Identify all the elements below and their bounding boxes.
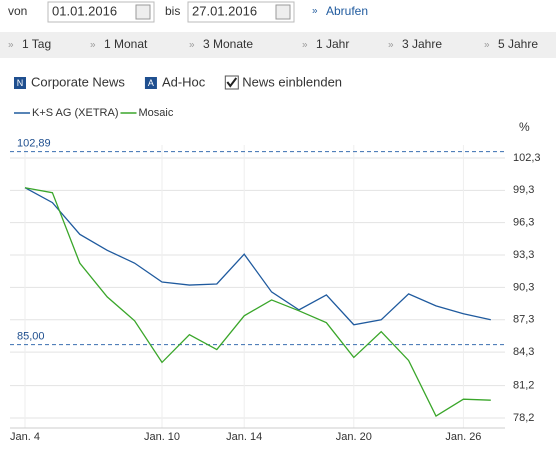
range-button[interactable]: 5 Jahre: [498, 37, 538, 51]
from-label: von: [8, 4, 27, 18]
to-input[interactable]: [187, 1, 295, 23]
range-button[interactable]: 1 Tag: [22, 37, 51, 51]
range-arrow: »: [90, 40, 96, 51]
news-icon-letter: N: [17, 78, 24, 88]
range-button[interactable]: 1 Monat: [104, 37, 148, 51]
range-button[interactable]: 3 Monate: [203, 37, 253, 51]
y-tick-label: 81,2: [513, 380, 534, 392]
news-icon[interactable]: [144, 77, 157, 89]
range-button[interactable]: 1 Jahr: [316, 37, 349, 51]
option-label[interactable]: Ad-Hoc: [162, 74, 206, 89]
series-line: [24, 187, 491, 326]
calendar-icon[interactable]: [135, 4, 151, 20]
news-icon-letter: A: [148, 78, 154, 88]
range-bar: [0, 32, 556, 58]
y-tick-label: 90,3: [513, 281, 534, 293]
x-tick-label: Jan. 10: [144, 431, 180, 443]
reference-label: 85,00: [17, 331, 45, 343]
submit-link[interactable]: Abrufen: [326, 4, 368, 18]
y-tick-label: 78,2: [513, 412, 534, 424]
calendar-icon[interactable]: [275, 4, 291, 20]
from-input[interactable]: [47, 1, 155, 23]
range-button[interactable]: 3 Jahre: [402, 37, 442, 51]
x-tick-label: Jan. 26: [445, 431, 481, 443]
range-arrow: »: [388, 40, 394, 51]
arrow-icon: »: [312, 6, 318, 17]
reference-label: 102,89: [17, 137, 51, 149]
range-arrow: »: [8, 40, 14, 51]
range-arrow: »: [484, 40, 490, 51]
y-tick-label: 87,3: [513, 314, 534, 326]
y-tick-label: 84,3: [513, 346, 534, 358]
y-tick-label: 99,3: [513, 184, 534, 196]
x-tick-label: Jan. 14: [226, 431, 262, 443]
series-line: [24, 187, 491, 417]
y-tick-label: 93,3: [513, 249, 534, 261]
y-tick-label: 96,3: [513, 217, 534, 229]
to-label: bis: [165, 4, 180, 18]
option-label[interactable]: News einblenden: [242, 74, 342, 89]
y-tick-label: 102,3: [513, 152, 541, 164]
legend-label: K+S AG (XETRA): [32, 107, 119, 119]
from-value: 01.01.2016: [52, 3, 117, 18]
legend-label: Mosaic: [139, 107, 174, 119]
range-arrow: »: [302, 40, 308, 51]
to-value: 27.01.2016: [192, 3, 257, 18]
range-arrow: »: [189, 40, 195, 51]
y-axis-label: %: [519, 120, 530, 134]
checkmark: [226, 77, 238, 88]
x-tick-label: Jan. 20: [336, 431, 372, 443]
news-icon[interactable]: [14, 77, 26, 89]
option-label[interactable]: Corporate News: [31, 74, 125, 89]
x-tick-label: Jan. 4: [10, 431, 40, 443]
